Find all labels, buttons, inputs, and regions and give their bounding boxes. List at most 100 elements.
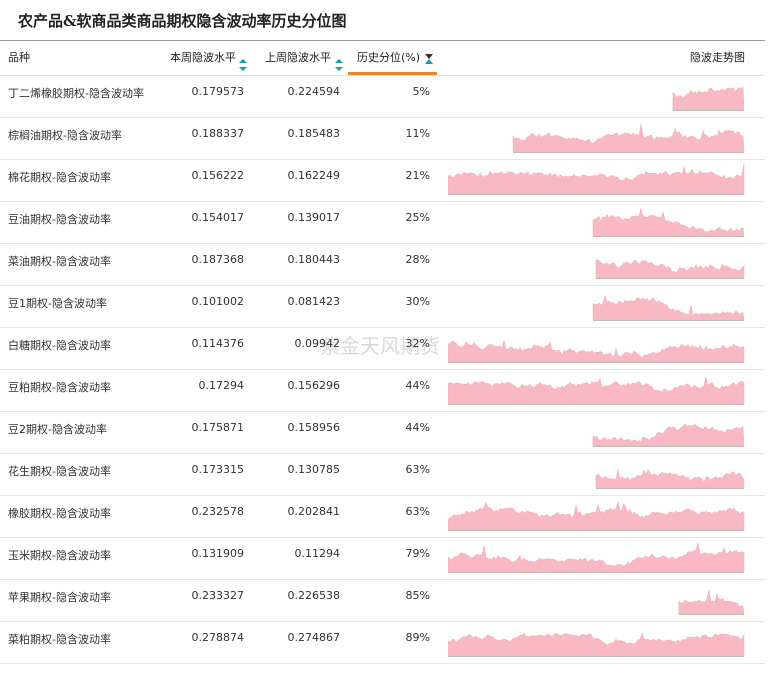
cell-value: 0.162249 [287, 169, 341, 182]
cell-percent: 63% [405, 505, 430, 518]
header[interactable]: 历史分位(%) [356, 51, 420, 64]
row-rule [0, 369, 765, 370]
row-rule [0, 159, 765, 160]
sparkline [448, 501, 745, 531]
row-rule [0, 201, 765, 202]
cell-percent: 32% [405, 337, 430, 350]
cell-value: 0.173315 [191, 463, 245, 476]
sparkline-area [448, 164, 745, 195]
row-rule [0, 117, 765, 118]
cell-percent: 5% [412, 85, 430, 98]
cell-value: 0.11294 [294, 547, 341, 560]
cell-percent: 30% [405, 295, 430, 308]
header[interactable]: 本周隐波水平 [170, 51, 236, 64]
watermark: 紫金天风期货 [320, 334, 440, 358]
row-name: 橡胶期权-隐含波动率 [8, 507, 111, 520]
row-rule [0, 621, 765, 622]
sparkline [448, 542, 745, 573]
sparkline-area [592, 294, 745, 321]
sparkline-area [448, 376, 745, 405]
sparkline-area [512, 123, 745, 153]
row-name: 菜油期权-隐含波动率 [8, 255, 111, 268]
row-rule [0, 243, 765, 244]
sparkline [595, 468, 745, 489]
cell-value: 0.179573 [191, 85, 245, 98]
sparkline [448, 164, 745, 195]
cell-percent: 79% [405, 547, 430, 560]
row-name: 玉米期权-隐含波动率 [8, 549, 111, 562]
row-name: 豆1期权-隐含波动率 [8, 297, 107, 310]
cell-value: 0.114376 [191, 337, 245, 350]
cell-value: 0.274867 [287, 631, 341, 644]
sparkline [448, 340, 745, 363]
cell-value: 0.158956 [287, 421, 341, 434]
title: 农产品&软商品类商品期权隐含波动率历史分位图 [18, 12, 347, 30]
cell-value: 0.187368 [191, 253, 245, 266]
sort-icon[interactable] [238, 58, 248, 72]
sparkline-area [448, 542, 745, 573]
row-name: 棉花期权-隐含波动率 [8, 171, 111, 184]
cell-value: 0.175871 [191, 421, 245, 434]
row-name: 白糖期权-隐含波动率 [8, 339, 111, 352]
cell-value: 0.156222 [191, 169, 245, 182]
row-name: 豆2期权-隐含波动率 [8, 423, 107, 436]
cell-value: 0.202841 [287, 505, 341, 518]
header-rule [0, 75, 765, 76]
sparkline-area [595, 259, 745, 279]
cell-percent: 28% [405, 253, 430, 266]
row-name: 豆粕期权-隐含波动率 [8, 381, 111, 394]
row-rule [0, 537, 765, 538]
row-rule [0, 285, 765, 286]
cell-value: 0.081423 [287, 295, 341, 308]
sparkline-area [678, 589, 745, 615]
sparkline-area [595, 468, 745, 489]
cell-value: 0.233327 [191, 589, 245, 602]
cell-value: 0.224594 [287, 85, 341, 98]
sparkline-area [672, 86, 745, 111]
header: 隐波走势图 [690, 51, 745, 64]
cell-percent: 89% [405, 631, 430, 644]
row-name: 花生期权-隐含波动率 [8, 465, 111, 478]
sparkline [448, 631, 745, 657]
sparkline [512, 123, 745, 153]
row-name: 豆油期权-隐含波动率 [8, 213, 111, 226]
sort-icon[interactable] [424, 53, 434, 65]
cell-value: 0.156296 [287, 379, 341, 392]
sparkline [592, 294, 745, 321]
cell-value: 0.101002 [191, 295, 245, 308]
cell-value: 0.130785 [287, 463, 341, 476]
sort-underline [348, 72, 437, 75]
cell-percent: 21% [405, 169, 430, 182]
row-rule [0, 327, 765, 328]
cell-percent: 44% [405, 421, 430, 434]
sparkline [595, 259, 745, 279]
cell-value: 0.139017 [287, 211, 341, 224]
sparkline-area [448, 501, 745, 531]
cell-value: 0.226538 [287, 589, 341, 602]
header[interactable]: 上周隐波水平 [265, 51, 331, 64]
row-rule [0, 495, 765, 496]
sparkline-area [592, 423, 745, 447]
sparkline [678, 589, 745, 615]
cell-percent: 25% [405, 211, 430, 224]
sparkline [672, 86, 745, 111]
cell-percent: 44% [405, 379, 430, 392]
sparkline [592, 423, 745, 447]
sparkline-area [592, 208, 745, 237]
cell-value: 0.278874 [191, 631, 245, 644]
row-rule [0, 663, 765, 664]
cell-value: 0.154017 [191, 211, 245, 224]
title-rule [0, 40, 765, 41]
row-name: 苹果期权-隐含波动率 [8, 591, 111, 604]
row-name: 菜粕期权-隐含波动率 [8, 633, 111, 646]
sparkline-area [448, 631, 745, 657]
sparkline [592, 208, 745, 237]
sort-icon[interactable] [334, 58, 344, 72]
sparkline [448, 376, 745, 405]
cell-value: 0.185483 [287, 127, 341, 140]
cell-percent: 11% [405, 127, 430, 140]
cell-value: 0.131909 [191, 547, 245, 560]
cell-value: 0.180443 [287, 253, 341, 266]
header: 品种 [8, 51, 30, 64]
